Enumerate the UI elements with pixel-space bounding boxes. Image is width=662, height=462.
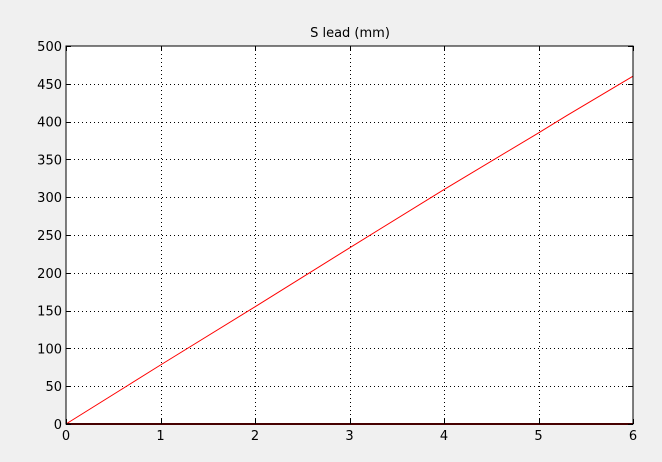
- tick-layer: [66, 46, 634, 425]
- y-tick-label: 0: [54, 418, 62, 433]
- x-tick-label: 2: [251, 429, 259, 444]
- chart-title: S lead (mm): [310, 26, 390, 41]
- y-tick-label: 200: [37, 267, 62, 282]
- y-tick-label: 100: [37, 342, 62, 357]
- x-tick-label: 4: [440, 429, 448, 444]
- y-tick-label: 450: [37, 78, 62, 93]
- y-tick-label: 150: [37, 305, 62, 320]
- x-tick-label: 1: [156, 429, 164, 444]
- plot-area: [66, 46, 633, 424]
- x-tick-label: 6: [629, 429, 637, 444]
- y-tick-label: 250: [37, 229, 62, 244]
- x-axis-tick-labels: 0 1 2 3 4 5 6: [62, 429, 637, 444]
- series-line-1: [65, 75, 634, 425]
- grid-layer: [66, 46, 633, 424]
- y-axis-tick-labels: 0 50 100 150 200 250 300 350 400 450 500: [37, 40, 62, 433]
- x-tick-label: 0: [62, 429, 70, 444]
- y-tick-label: 350: [37, 153, 62, 168]
- y-tick-label: 50: [45, 380, 62, 395]
- y-tick-label: 400: [37, 116, 62, 131]
- y-tick-label: 300: [37, 191, 62, 206]
- y-tick-label: 500: [37, 40, 62, 55]
- x-tick-label: 3: [345, 429, 353, 444]
- x-tick-label: 5: [534, 429, 542, 444]
